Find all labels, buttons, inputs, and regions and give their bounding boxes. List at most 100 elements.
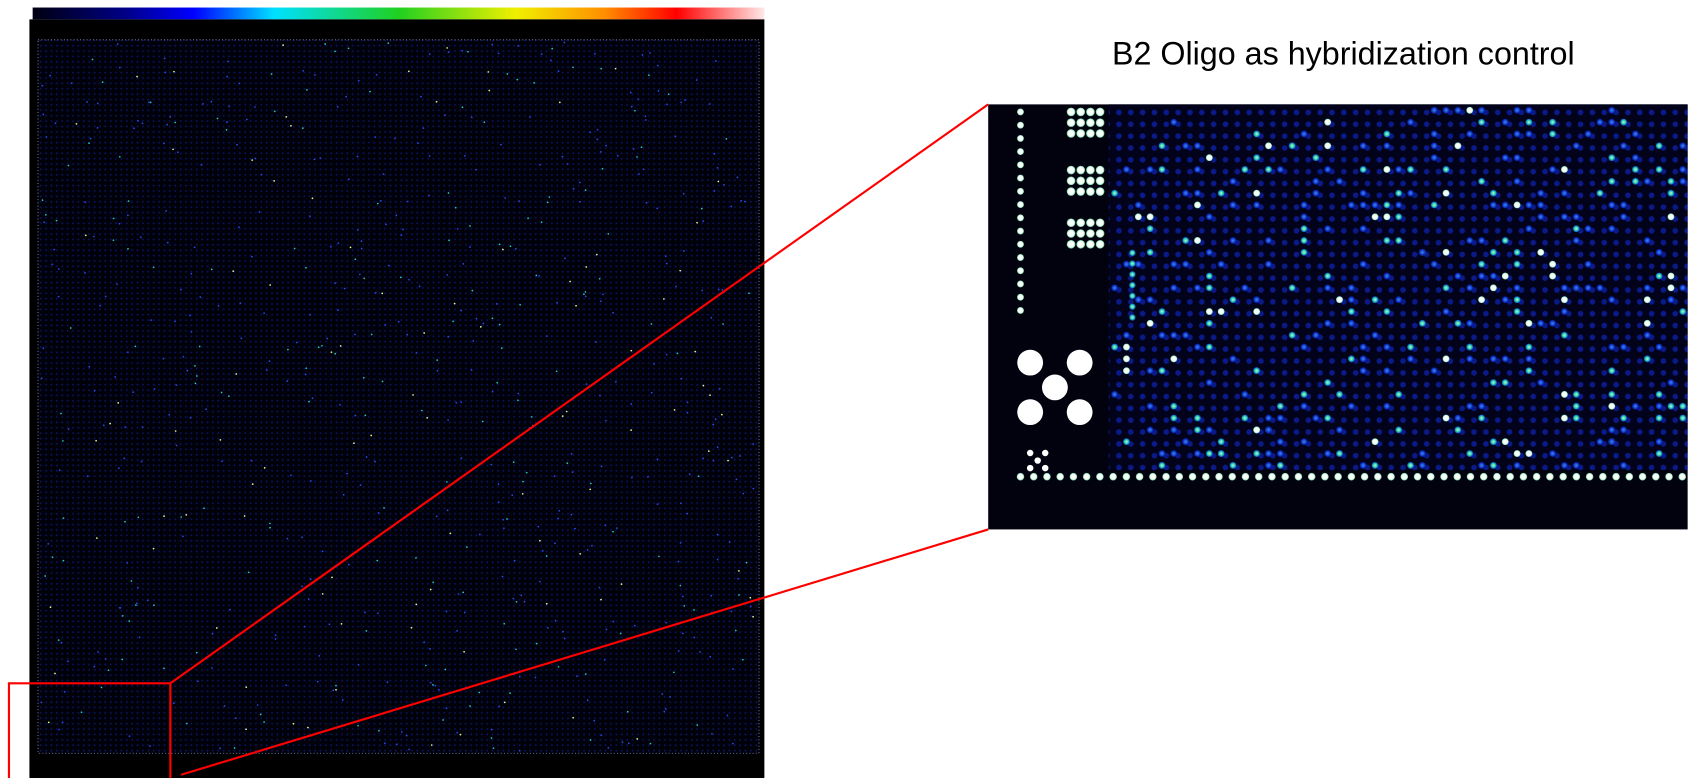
spot bbox=[182, 536, 184, 538]
spot bbox=[1573, 237, 1580, 244]
spot bbox=[216, 627, 218, 629]
spot bbox=[229, 609, 231, 611]
spot bbox=[1159, 367, 1166, 374]
spot bbox=[84, 272, 86, 274]
spot bbox=[310, 480, 312, 482]
label-spot bbox=[1096, 166, 1105, 175]
spot bbox=[129, 735, 131, 737]
spot bbox=[1206, 450, 1213, 457]
spot bbox=[1194, 202, 1201, 209]
spot bbox=[1336, 426, 1343, 433]
spot bbox=[723, 184, 725, 186]
spot bbox=[321, 345, 323, 347]
spot bbox=[97, 127, 99, 129]
spot bbox=[1324, 450, 1331, 457]
spot bbox=[318, 655, 320, 657]
spot bbox=[1443, 355, 1450, 362]
spot bbox=[1466, 320, 1473, 327]
label-spot bbox=[1067, 187, 1076, 196]
spot bbox=[499, 244, 501, 246]
spot bbox=[572, 717, 574, 719]
spot bbox=[1336, 450, 1343, 457]
spot bbox=[132, 391, 134, 393]
spot bbox=[180, 516, 182, 518]
spot bbox=[516, 79, 518, 81]
control-spot bbox=[1414, 473, 1422, 481]
spot bbox=[235, 717, 237, 719]
control-spot bbox=[1189, 473, 1197, 481]
label-spot bbox=[1076, 187, 1085, 196]
control-spot bbox=[1401, 473, 1409, 481]
spot bbox=[606, 629, 608, 631]
spot bbox=[252, 483, 254, 485]
control-spot bbox=[1665, 473, 1673, 481]
spot bbox=[337, 106, 339, 108]
spot bbox=[383, 507, 385, 509]
spot bbox=[49, 75, 51, 77]
spot bbox=[55, 122, 57, 124]
spot bbox=[593, 720, 595, 722]
control-spot bbox=[1427, 473, 1435, 481]
spot bbox=[1490, 273, 1497, 280]
spot bbox=[1265, 237, 1272, 244]
spot bbox=[1277, 450, 1284, 457]
spot bbox=[1372, 296, 1379, 303]
spot bbox=[679, 585, 681, 587]
spot bbox=[570, 514, 572, 516]
spot bbox=[217, 118, 219, 120]
spot bbox=[1170, 332, 1177, 339]
spot bbox=[682, 596, 684, 598]
spot bbox=[1431, 202, 1438, 209]
spot bbox=[600, 151, 602, 153]
control-spot bbox=[1559, 473, 1567, 481]
spot bbox=[591, 545, 593, 547]
spot bbox=[657, 65, 659, 67]
spot bbox=[587, 549, 589, 551]
spot bbox=[506, 518, 508, 520]
spot bbox=[353, 442, 355, 444]
spot bbox=[579, 201, 581, 203]
spot bbox=[1301, 237, 1308, 244]
spot bbox=[58, 639, 60, 641]
spot bbox=[337, 242, 339, 244]
spot bbox=[1419, 320, 1426, 327]
label-spot bbox=[1096, 187, 1105, 196]
spot bbox=[1383, 131, 1390, 138]
spot bbox=[64, 691, 66, 693]
spot bbox=[332, 689, 334, 691]
spot bbox=[1632, 178, 1639, 185]
spot bbox=[600, 300, 602, 302]
spot bbox=[558, 70, 560, 72]
spot bbox=[1656, 344, 1663, 351]
spot bbox=[1679, 308, 1686, 315]
spot bbox=[475, 169, 477, 171]
spot bbox=[1312, 190, 1319, 197]
spot bbox=[84, 201, 86, 203]
spot bbox=[498, 53, 500, 55]
spot bbox=[99, 305, 101, 307]
spot bbox=[1443, 415, 1450, 422]
spot bbox=[1549, 119, 1556, 126]
spot bbox=[519, 750, 521, 752]
spot bbox=[467, 51, 469, 53]
spot bbox=[620, 633, 622, 635]
spot bbox=[1561, 284, 1568, 291]
spot bbox=[738, 594, 740, 596]
spot bbox=[1478, 237, 1485, 244]
spot bbox=[713, 460, 715, 462]
spot bbox=[48, 721, 50, 723]
spot bbox=[721, 414, 723, 416]
spot bbox=[1218, 190, 1225, 197]
spot bbox=[429, 648, 431, 650]
spot bbox=[314, 159, 316, 161]
spot bbox=[189, 315, 191, 317]
spot bbox=[1360, 355, 1367, 362]
spot bbox=[1383, 403, 1390, 410]
spot bbox=[566, 462, 568, 464]
spot bbox=[1301, 438, 1308, 445]
spot bbox=[1360, 190, 1367, 197]
spot bbox=[251, 256, 253, 258]
spot bbox=[330, 246, 332, 248]
spot bbox=[1395, 426, 1402, 433]
spot bbox=[648, 74, 650, 76]
